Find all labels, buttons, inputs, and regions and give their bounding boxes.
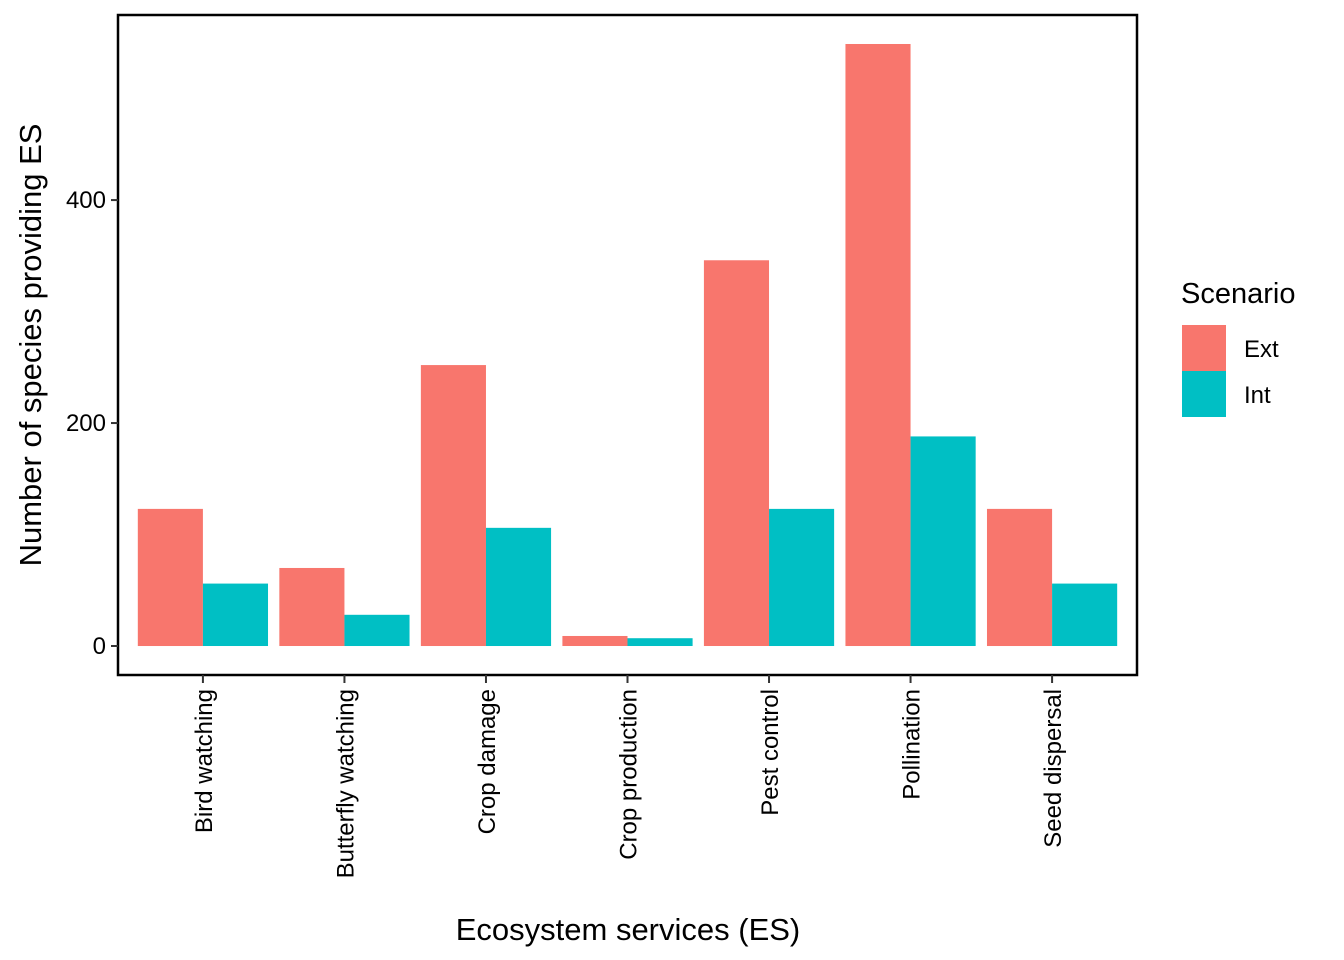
bar-butterfly-watching-ext (279, 567, 345, 647)
bar-crop-production-int (627, 638, 693, 647)
y-tick-label-200: 200 (66, 410, 106, 437)
legend-key-int (1182, 371, 1226, 417)
y-tick-label-400: 400 (66, 187, 106, 214)
legend: Scenario Ext Int (1181, 278, 1295, 417)
legend-label-ext: Ext (1244, 336, 1279, 363)
bar-pest-control-ext (703, 260, 770, 647)
y-axis-title: Number of species providing ES (13, 124, 48, 567)
bar-bird-watching-ext (137, 508, 203, 647)
legend-title: Scenario (1181, 278, 1295, 310)
x-tick-label-bird-watching: Bird watching (191, 689, 218, 833)
bar-crop-damage-ext (420, 365, 486, 647)
y-tick-label-0: 0 (93, 633, 106, 660)
x-tick-label-crop-production: Crop production (616, 689, 643, 860)
x-tick-label-butterfly-watching: Butterfly watching (332, 689, 359, 878)
x-axis: Bird watching Butterfly watching Crop dama… (191, 675, 1067, 878)
bar-crop-damage-int (485, 527, 552, 647)
x-tick-label-pollination: Pollination (899, 689, 926, 800)
bar-seed-dispersal-ext (986, 508, 1053, 647)
bar-bird-watching-int (202, 583, 269, 647)
x-tick-label-seed-dispersal: Seed dispersal (1040, 689, 1067, 848)
legend-key-ext (1182, 325, 1226, 371)
bar-seed-dispersal-int (1052, 583, 1118, 647)
y-axis: 0 200 400 (66, 187, 118, 660)
legend-label-int: Int (1244, 382, 1271, 409)
bars-layer (137, 43, 1118, 647)
x-axis-title: Ecosystem services (ES) (456, 912, 801, 947)
bar-pollination-ext (845, 43, 911, 647)
bar-pollination-int (910, 436, 976, 647)
x-tick-label-crop-damage: Crop damage (474, 689, 501, 834)
bar-crop-production-ext (562, 635, 628, 647)
bar-butterfly-watching-int (344, 614, 410, 647)
x-tick-label-pest-control: Pest control (757, 689, 784, 816)
bar-pest-control-int (769, 508, 835, 647)
